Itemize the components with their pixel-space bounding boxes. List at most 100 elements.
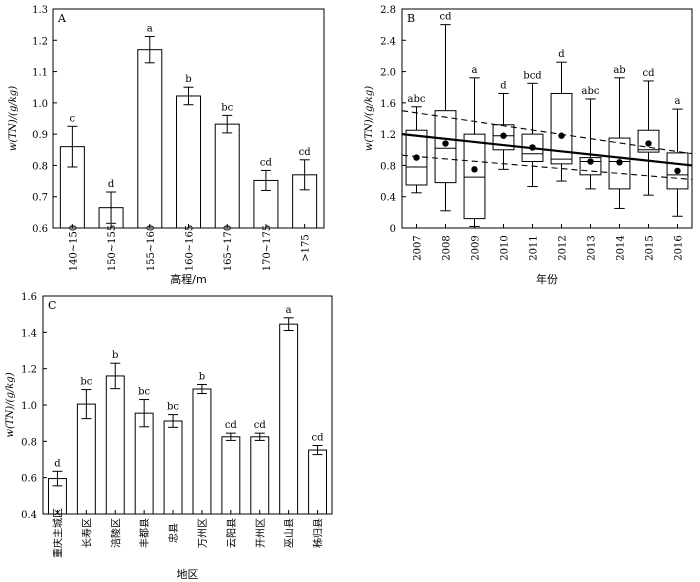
x-tick-label: 秭归县 [312, 518, 325, 548]
significance-letter: abc [582, 86, 600, 97]
y-tick-label: 0.6 [21, 474, 37, 485]
bar [134, 412, 154, 515]
significance-letter: a [675, 96, 681, 107]
significance-letter: bcd [523, 70, 542, 81]
x-tick-label: 2012 [558, 235, 569, 260]
y-tick-label: 1.6 [380, 99, 396, 110]
significance-letter: bc [221, 102, 233, 113]
x-tick-label: 170~175 [262, 225, 273, 272]
bar [105, 375, 125, 515]
x-tick-label: 2014 [616, 235, 627, 260]
bar [308, 449, 328, 515]
significance-letter: d [558, 49, 565, 60]
significance-letter: d [500, 80, 507, 91]
significance-letter: b [112, 350, 118, 361]
bar [221, 436, 241, 515]
mean-point [471, 166, 478, 173]
significance-letter: a [147, 24, 153, 35]
significance-letter: d [54, 458, 61, 469]
mean-point [616, 159, 623, 166]
y-tick-label: 0.4 [21, 510, 37, 521]
x-tick-label: 长寿区 [80, 518, 93, 548]
x-axis-label: 地区 [177, 568, 199, 581]
y-tick-label: 1.1 [32, 68, 48, 79]
x-tick-label: 2010 [500, 235, 511, 260]
significance-letter: d [108, 179, 115, 190]
significance-letter: b [199, 371, 205, 382]
significance-letter: cd [260, 157, 273, 168]
significance-letter: c [70, 113, 76, 124]
box [463, 133, 486, 220]
x-tick-label: 2015 [645, 235, 656, 260]
x-tick-label: 2009 [471, 235, 482, 260]
y-tick-label: 0.8 [32, 161, 48, 172]
x-tick-label: 160~165 [185, 225, 196, 272]
panel-c: C 0.4 0.6 0.8 1.0 1.2 1.4 1.6 w(TN)/(g/kg) 地区 d bc b… [5, 292, 333, 581]
bar [192, 388, 212, 515]
bar [279, 323, 299, 515]
y-tick-label: 0.7 [32, 193, 48, 204]
x-tick-label: 2016 [674, 235, 685, 260]
panel-label: C [48, 299, 56, 312]
bar [163, 420, 183, 515]
y-tick-label: 2.0 [380, 68, 396, 79]
panel-label: A [57, 12, 67, 25]
x-tick-label: 155~160 [146, 225, 157, 272]
y-axis-label: w(TN)/(g/kg) [364, 86, 375, 151]
x-tick-label: 2013 [587, 235, 598, 260]
x-tick-label: 2008 [442, 235, 453, 260]
significance-letter: cd [254, 420, 267, 431]
y-tick-label: 2.4 [380, 36, 396, 47]
y-tick-label: 0.6 [32, 224, 48, 235]
panel-b: B00.40.81.21.62.02.42.8w(TN)/(g/kg)年份abc… [364, 5, 693, 286]
y-tick-label: 0.9 [32, 130, 48, 141]
x-tick-label: 云阳县 [226, 518, 238, 548]
significance-letter: cd [225, 420, 238, 431]
y-tick-label: 1.2 [32, 36, 48, 47]
y-axis-label: w(TN)/(g/kg) [8, 86, 19, 151]
significance-letter: ab [613, 65, 625, 76]
y-tick-label: 1.4 [21, 328, 37, 339]
y-tick-label: 1.0 [32, 99, 48, 110]
bar [214, 123, 240, 229]
panel-label: B [407, 12, 415, 25]
x-tick-label: 忠县 [168, 523, 180, 543]
mean-point [413, 154, 420, 161]
y-tick-label: 0.4 [380, 193, 396, 204]
y-tick-label: 1.6 [21, 292, 37, 303]
y-axis-label: w(TN)/(g/kg) [5, 372, 16, 437]
significance-letter: bc [80, 377, 92, 388]
x-tick-label: 165~170 [223, 225, 234, 272]
x-tick-label: 2011 [529, 235, 540, 260]
x-tick-label: 万州区 [197, 518, 209, 548]
bar [250, 436, 270, 515]
significance-letter: bc [138, 387, 150, 398]
x-tick-label: 140~150 [68, 225, 79, 272]
x-axis-label: 高程/m [170, 272, 206, 286]
mean-point [558, 132, 565, 139]
y-tick-label: 0.8 [380, 161, 396, 172]
bar [137, 49, 163, 229]
y-tick-label: 1.2 [380, 130, 396, 141]
significance-letter: cd [312, 433, 325, 444]
significance-letter: cd [439, 12, 452, 23]
significance-letter: bc [167, 402, 179, 413]
significance-letter: a [286, 305, 292, 316]
y-tick-label: 1.0 [21, 401, 37, 412]
significance-letter: cd [299, 147, 312, 158]
x-tick-label: >175 [301, 234, 312, 261]
mean-point [645, 140, 652, 147]
mean-point [442, 140, 449, 147]
x-tick-label: 重庆主城区 [51, 508, 64, 558]
x-tick-label: 丰都县 [138, 518, 151, 548]
mean-point [500, 132, 507, 139]
box [550, 92, 573, 165]
x-tick-label: 2007 [413, 235, 424, 260]
confidence-band-upper [401, 110, 693, 155]
mean-point [674, 167, 681, 175]
mean-point [587, 158, 594, 165]
significance-letter: b [185, 74, 191, 85]
confidence-band-lower [401, 154, 693, 181]
x-tick-label: 150~155 [107, 225, 118, 272]
